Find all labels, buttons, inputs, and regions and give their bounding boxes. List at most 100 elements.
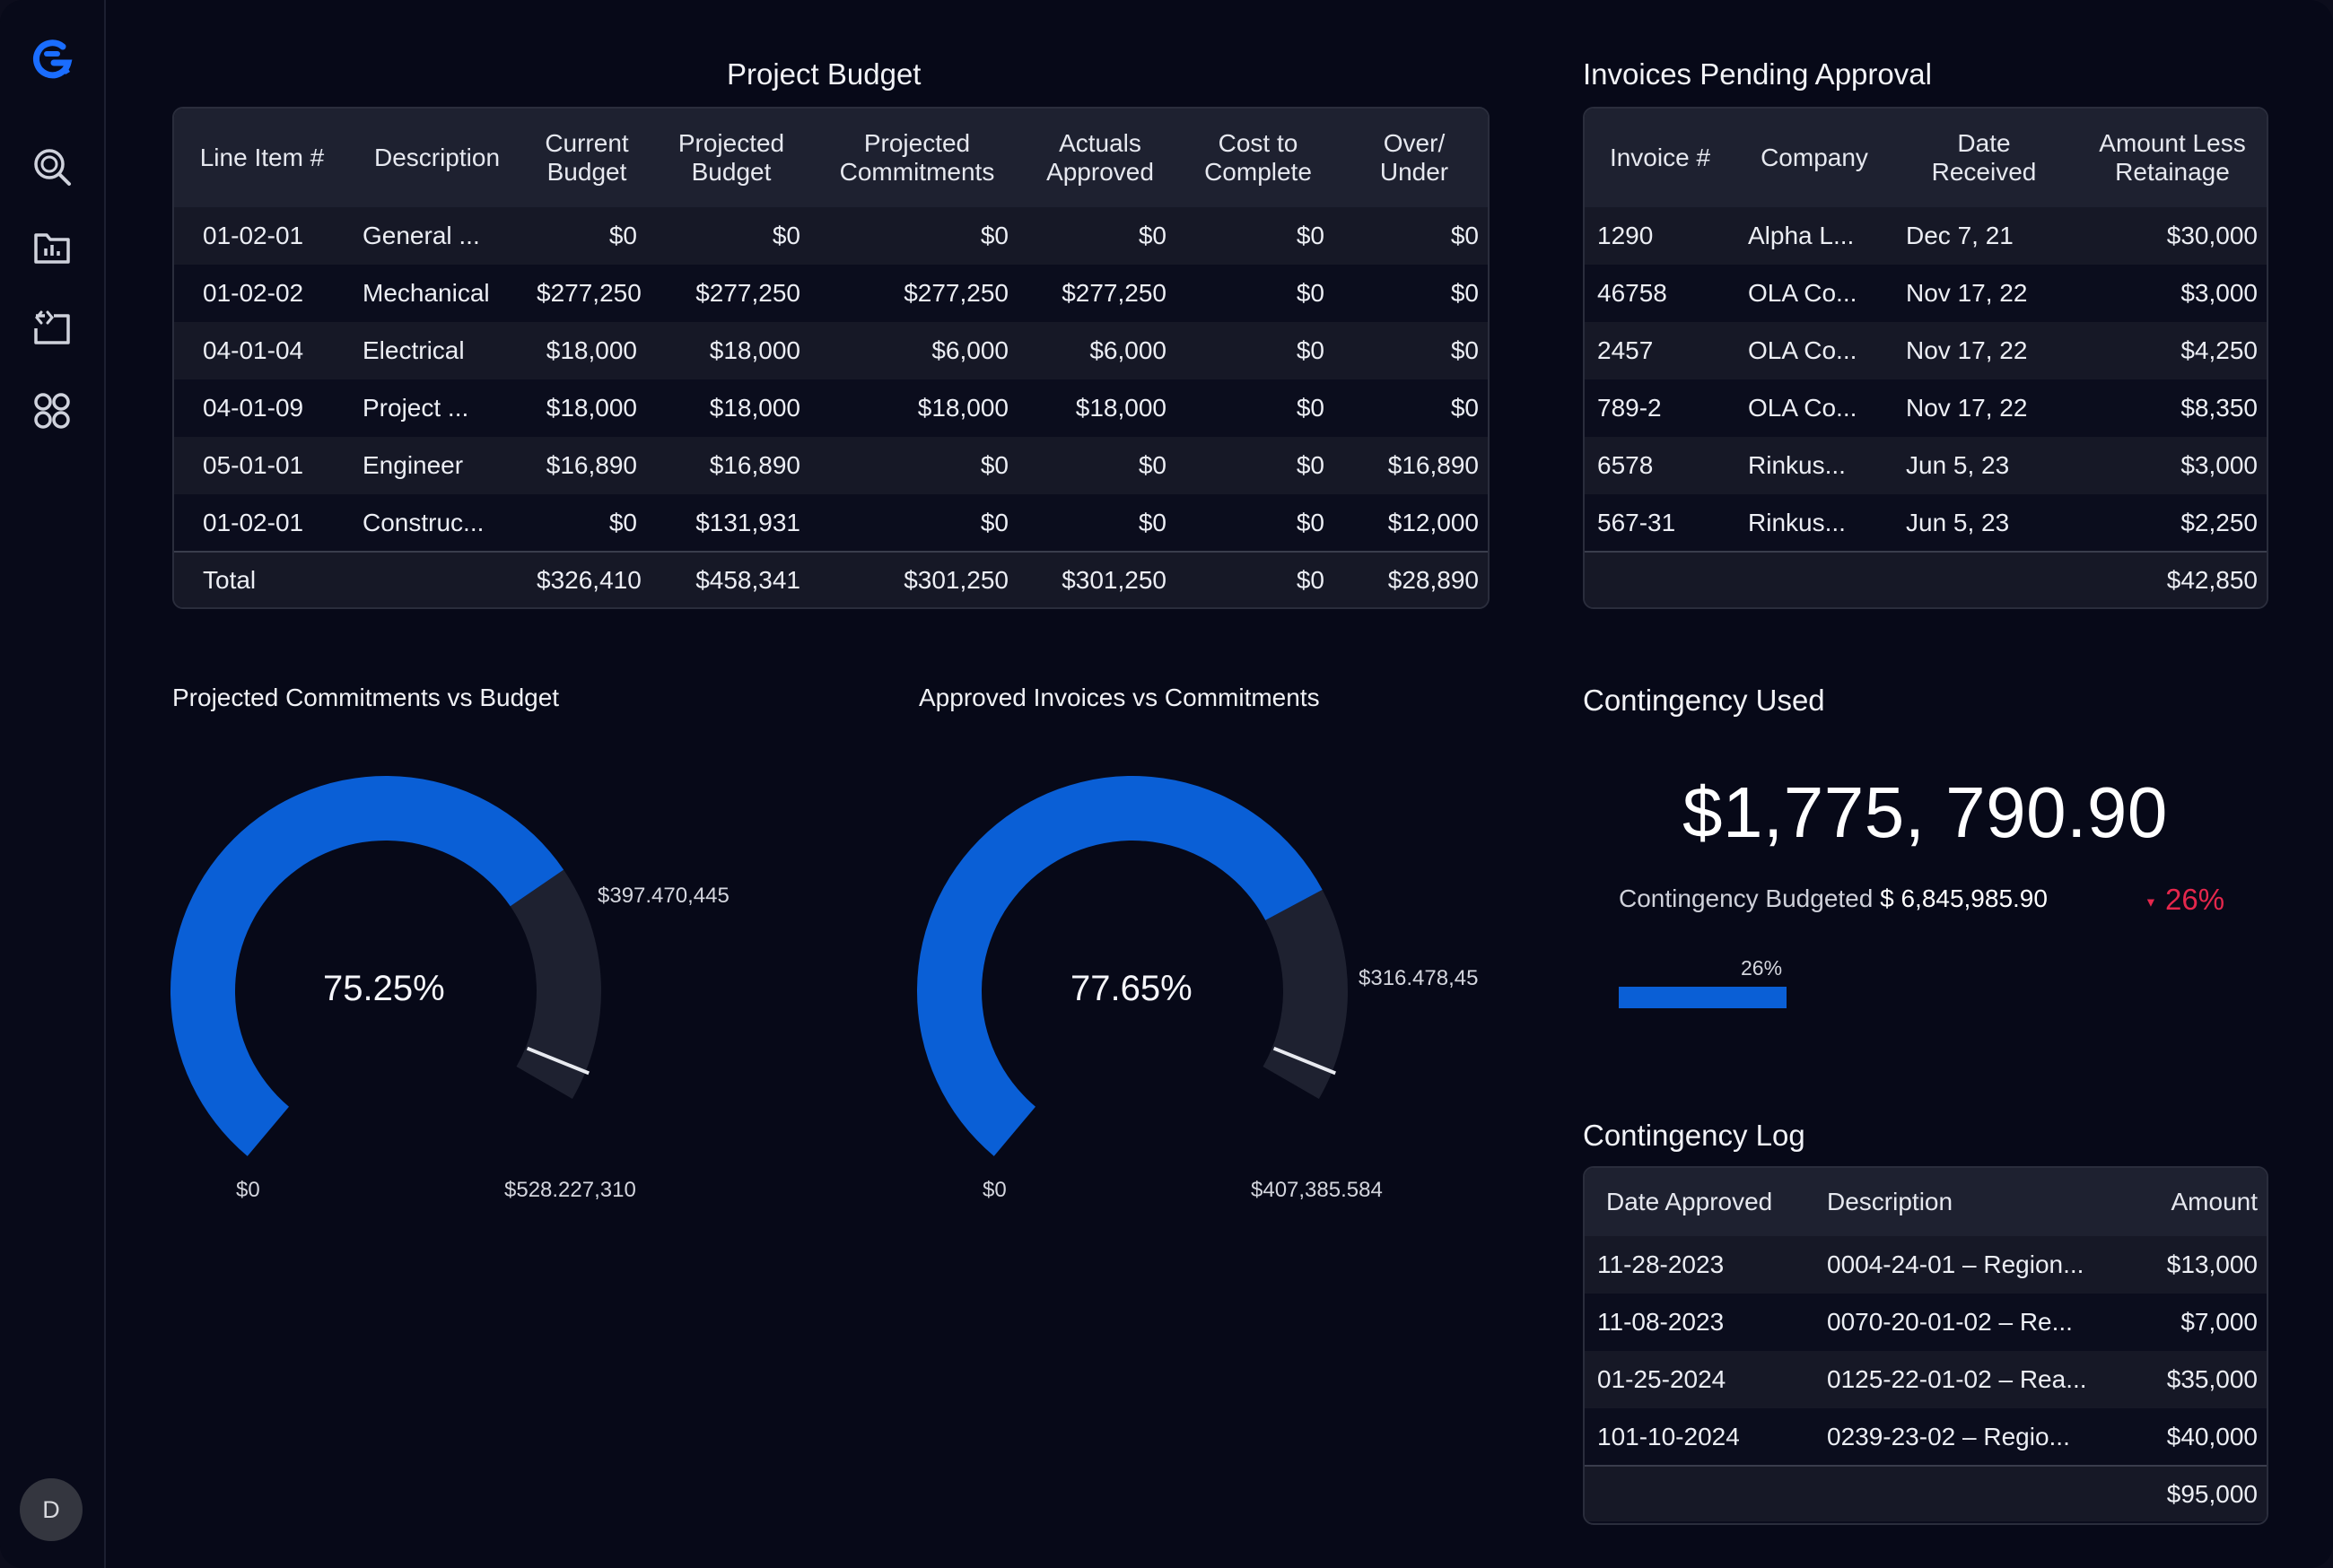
- logo-icon[interactable]: [27, 34, 77, 84]
- table-row[interactable]: 05-01-01 Engineer $16,890 $16,890 $0 $0 $0 $16,…: [174, 437, 1488, 494]
- column-header[interactable]: Line Item #: [199, 144, 325, 171]
- table-row[interactable]: 567-31 Rinkus... Jun 5, 23 $2,250: [1585, 494, 2267, 552]
- contingency-budget-value: $ 6,845,985.90: [1880, 884, 2048, 912]
- table-cell: Jun 5, 23: [1906, 451, 2010, 479]
- table-cell: $18,000: [709, 336, 800, 364]
- gauge-remaining-arc: [510, 869, 601, 1099]
- table-row[interactable]: 2457 OLA Co... Nov 17, 22 $4,250: [1585, 322, 2267, 379]
- table-cell: $0: [1450, 336, 1479, 364]
- total-cell: $301,250: [904, 565, 1009, 594]
- table-cell: 01-02-02: [203, 279, 304, 307]
- apps-grid-icon[interactable]: [27, 386, 77, 436]
- table-cell: 101-10-2024: [1597, 1422, 1740, 1450]
- gauge1-end-label: $528.227,310: [504, 1178, 636, 1202]
- column-header[interactable]: Company: [1761, 144, 1868, 171]
- total-cell: [350, 552, 524, 607]
- invoices-total: $42,850: [2166, 565, 2258, 594]
- analytics-search-icon[interactable]: [27, 142, 77, 192]
- column-header[interactable]: Description: [373, 144, 501, 171]
- table-cell: $16,890: [546, 451, 637, 479]
- table-cell: $12,000: [1387, 508, 1479, 536]
- table-row[interactable]: 46758 OLA Co... Nov 17, 22 $3,000: [1585, 265, 2267, 322]
- table-cell: $0: [1296, 394, 1324, 422]
- table-cell: $2,250: [2180, 508, 2258, 536]
- table-row[interactable]: 04-01-09 Project ... $18,000 $18,000 $18,000…: [174, 379, 1488, 437]
- column-header[interactable]: Projected Budget: [677, 129, 785, 186]
- table-row[interactable]: 01-02-02 Mechanical $277,250 $277,250 $277,2…: [174, 265, 1488, 322]
- table-row[interactable]: 01-02-01 General ... $0 $0 $0 $0 $0 $0: [174, 207, 1488, 265]
- table-row[interactable]: 11-28-2023 0004-24-01 – Region... $13,000: [1585, 1236, 2267, 1294]
- table-row[interactable]: 6578 Rinkus... Jun 5, 23 $3,000: [1585, 437, 2267, 494]
- table-cell: 04-01-04: [203, 336, 304, 364]
- column-header[interactable]: Date Received: [1931, 129, 2037, 186]
- contingency-progress-bar: [1619, 987, 1787, 1008]
- table-cell: Construc...: [363, 508, 485, 536]
- column-header[interactable]: Date Approved: [1606, 1188, 1773, 1215]
- column-header[interactable]: Amount Less Retainage: [2099, 129, 2246, 186]
- gauge2-start-label: $0: [983, 1178, 1007, 1202]
- column-header[interactable]: Amount: [2171, 1188, 2259, 1215]
- table-cell: $4,250: [2180, 336, 2258, 364]
- table-cell: $0: [608, 222, 637, 249]
- table-cell: 01-02-01: [203, 508, 304, 536]
- column-header[interactable]: Projected Commitments: [839, 129, 995, 186]
- table-row[interactable]: 11-08-2023 0070-20-01-02 – Re... $7,000: [1585, 1294, 2267, 1351]
- table-cell: 05-01-01: [203, 451, 304, 479]
- total-cell: $326,410: [537, 565, 642, 594]
- table-cell: 04-01-09: [203, 394, 304, 422]
- column-header[interactable]: Actuals Approved: [1046, 129, 1154, 186]
- table-cell: $13,000: [2166, 1250, 2258, 1278]
- table-row[interactable]: 01-25-2024 0125-22-01-02 – Rea... $35,000: [1585, 1351, 2267, 1408]
- avatar[interactable]: D: [20, 1478, 83, 1541]
- table-row[interactable]: 04-01-04 Electrical $18,000 $18,000 $6,000 $6…: [174, 322, 1488, 379]
- table-cell: $0: [980, 508, 1009, 536]
- table-row[interactable]: 101-10-2024 0239-23-02 – Regio... $40,000: [1585, 1408, 2267, 1466]
- table-cell: $131,931: [695, 508, 800, 536]
- table-cell: Jun 5, 23: [1906, 508, 2010, 536]
- column-header[interactable]: Current Budget: [545, 129, 629, 186]
- table-cell: 567-31: [1597, 508, 1676, 536]
- column-header[interactable]: Over/ Under: [1379, 129, 1449, 186]
- down-triangle-icon: ▼: [2145, 894, 2157, 910]
- table-cell: Rinkus...: [1748, 508, 1846, 536]
- total-row: Total $326,410 $458,341 $301,250 $301,25…: [174, 552, 1488, 607]
- column-header[interactable]: Cost to Complete: [1204, 129, 1312, 186]
- table-row[interactable]: 789-2 OLA Co... Nov 17, 22 $8,350: [1585, 379, 2267, 437]
- table-header-row: Date Approved Description Amount: [1585, 1168, 2267, 1236]
- table-cell: $277,250: [904, 279, 1009, 307]
- table-cell: 789-2: [1597, 394, 1662, 422]
- table-cell: $6,000: [931, 336, 1009, 364]
- table-cell: $0: [1296, 222, 1324, 249]
- total-cell: $0: [1296, 565, 1324, 594]
- table-cell: $30,000: [2166, 222, 2258, 249]
- column-header[interactable]: Invoice #: [1609, 144, 1711, 171]
- table-row[interactable]: 01-02-01 Construc... $0 $131,931 $0 $0 $0 $12,0…: [174, 494, 1488, 552]
- sidebar: D: [0, 0, 106, 1568]
- table-cell: $3,000: [2180, 279, 2258, 307]
- project-budget-title: Project Budget: [727, 57, 922, 91]
- total-label: Total: [203, 565, 257, 594]
- table-cell: OLA Co...: [1748, 336, 1857, 364]
- table-cell: 1290: [1597, 222, 1654, 249]
- gauge-end-tick: [1272, 1046, 1336, 1076]
- total-row: $95,000: [1585, 1466, 2267, 1521]
- table-cell: 01-02-01: [203, 222, 304, 249]
- contingency-bar-label: 26%: [1741, 956, 1783, 980]
- table-cell: Nov 17, 22: [1906, 336, 2028, 364]
- gauge1-chart: [170, 776, 601, 1156]
- table-cell: $0: [608, 508, 637, 536]
- table-cell: Mechanical: [363, 279, 490, 307]
- column-header[interactable]: Description: [1827, 1188, 1953, 1215]
- code-folder-icon[interactable]: [27, 303, 77, 353]
- table-cell: $7,000: [2180, 1308, 2258, 1336]
- table-row[interactable]: 1290 Alpha L... Dec 7, 21 $30,000: [1585, 207, 2267, 265]
- reports-folder-icon[interactable]: [27, 222, 77, 273]
- gauge1-start-label: $0: [236, 1178, 260, 1202]
- table-cell: $18,000: [546, 394, 637, 422]
- gauge-value-arc: [917, 776, 1323, 1156]
- table-cell: 0004-24-01 – Region...: [1827, 1250, 2084, 1278]
- contingency-title: Contingency Used: [1583, 684, 1825, 717]
- contingency-delta: ▼ 26%: [2145, 883, 2224, 917]
- contingency-budget-line: Contingency Budgeted $ 6,845,985.90: [1619, 884, 2048, 913]
